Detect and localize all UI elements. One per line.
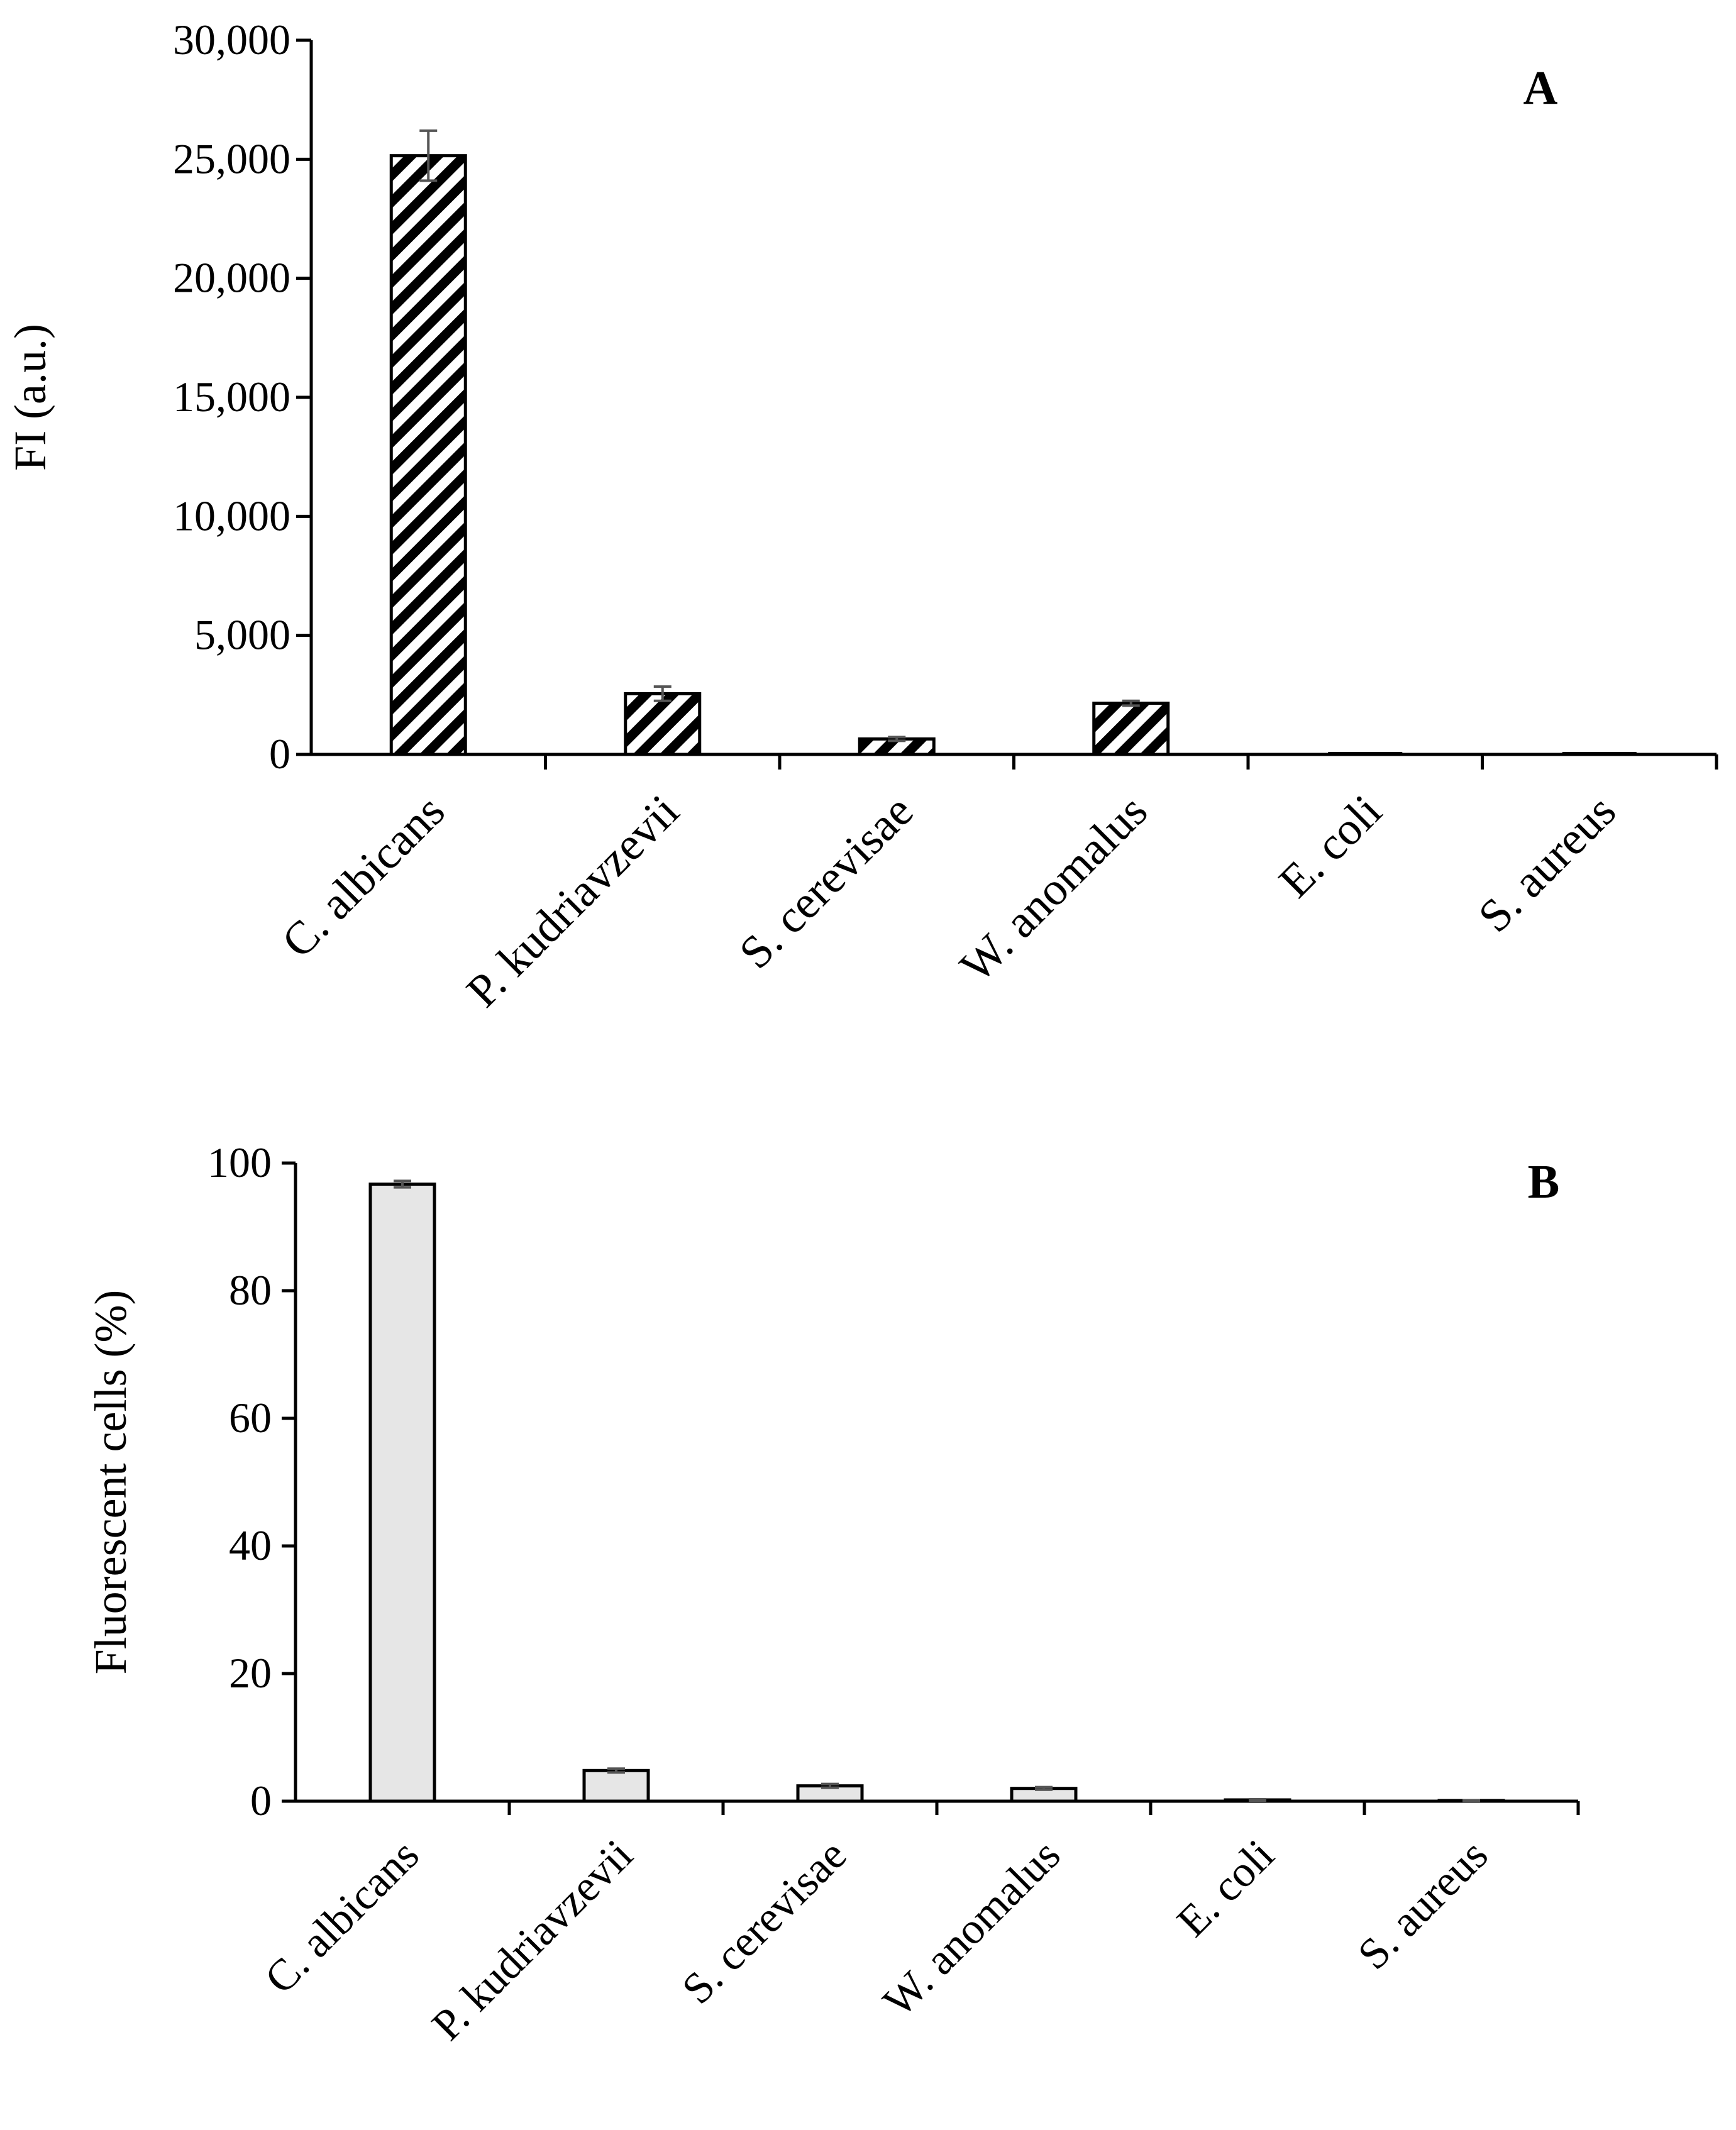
category-label: S. aureus — [1469, 785, 1626, 942]
category-label: S. cerevisae — [729, 785, 923, 979]
y-tick-label: 80 — [229, 1266, 272, 1314]
category-label: S. cerevisae — [673, 1831, 856, 2014]
category-label: E. coli — [1168, 1831, 1284, 1946]
category-label: S. aureus — [1349, 1831, 1497, 1979]
y-axis-title: FI (a.u.) — [5, 324, 55, 471]
category-label: P. kudriavzevii — [457, 785, 689, 1017]
y-tick-label: 60 — [229, 1394, 272, 1442]
panel-label: A — [1523, 62, 1558, 114]
y-tick-label: 10,000 — [173, 492, 290, 539]
y-tick-label: 0 — [250, 1777, 272, 1824]
panel-label: B — [1528, 1156, 1560, 1208]
y-tick-label: 5,000 — [194, 611, 290, 659]
chart-panel-b: 0 20 40 60 80 100 Fluorescent cells (%) B C. alb… — [86, 1139, 1580, 2050]
bar-c-albicans — [368, 1182, 436, 1803]
y-tick-label: 30,000 — [173, 16, 290, 63]
category-label: W. anomalus — [950, 785, 1157, 992]
bar-w-anomalus — [1092, 702, 1170, 756]
bar-p-kudriavzevii — [624, 692, 702, 756]
category-label: W. anomalus — [874, 1831, 1070, 2026]
category-label: P. kudriavzevii — [423, 1831, 643, 2050]
y-axis-title: Fluorescent cells (%) — [86, 1290, 136, 1675]
chart-panel-a: 0 5,000 10,000 15,000 20,000 25,000 30,000 FI (… — [5, 16, 1718, 1017]
y-tick-label: 15,000 — [173, 373, 290, 421]
y-tick-label: 100 — [207, 1139, 272, 1186]
y-tick-label: 20 — [229, 1649, 272, 1697]
y-tick-label: 0 — [269, 730, 290, 778]
category-label: E. coli — [1269, 785, 1392, 908]
category-label: C. albicans — [256, 1831, 428, 2003]
bar-c-albicans — [389, 154, 467, 756]
category-label: C. albicans — [272, 785, 455, 968]
y-tick-label: 20,000 — [173, 254, 290, 302]
y-tick-label: 40 — [229, 1521, 272, 1569]
bar-p-kudriavzevii — [582, 1769, 650, 1803]
y-tick-label: 25,000 — [173, 135, 290, 182]
